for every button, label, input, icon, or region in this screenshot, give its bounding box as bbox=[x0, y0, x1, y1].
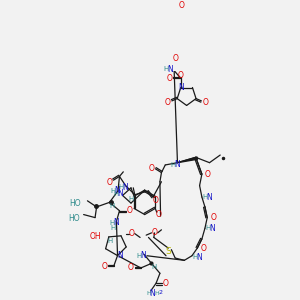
Text: O: O bbox=[128, 263, 134, 272]
Text: O: O bbox=[129, 229, 135, 238]
Text: H: H bbox=[118, 184, 124, 190]
Text: H: H bbox=[128, 196, 134, 202]
Text: N: N bbox=[114, 186, 120, 195]
Text: O: O bbox=[210, 213, 216, 222]
Text: N: N bbox=[149, 290, 155, 298]
Text: H: H bbox=[109, 203, 115, 209]
Text: H: H bbox=[202, 194, 208, 200]
Text: O: O bbox=[106, 178, 112, 187]
Text: H: H bbox=[109, 220, 115, 226]
Text: N: N bbox=[174, 160, 180, 169]
Text: N: N bbox=[122, 183, 128, 192]
Text: H: H bbox=[111, 224, 116, 230]
Text: 2: 2 bbox=[159, 290, 163, 295]
Text: H: H bbox=[114, 191, 119, 197]
Text: H: H bbox=[111, 188, 116, 194]
Text: O: O bbox=[152, 228, 158, 237]
Text: N: N bbox=[140, 251, 146, 260]
Text: H: H bbox=[164, 66, 169, 72]
Text: N: N bbox=[113, 218, 118, 227]
Text: O: O bbox=[172, 54, 178, 63]
Text: N: N bbox=[117, 190, 123, 199]
Text: O: O bbox=[167, 74, 172, 83]
Text: H: H bbox=[206, 225, 211, 231]
Text: N: N bbox=[206, 193, 211, 202]
Text: H: H bbox=[146, 291, 151, 296]
Text: O: O bbox=[102, 262, 107, 271]
Text: HO: HO bbox=[68, 214, 80, 223]
Text: N: N bbox=[178, 83, 184, 92]
Text: OH: OH bbox=[89, 232, 101, 242]
Text: O: O bbox=[163, 279, 169, 288]
Text: H: H bbox=[108, 238, 113, 244]
Text: O: O bbox=[178, 71, 184, 80]
Text: N: N bbox=[167, 65, 173, 74]
Text: H: H bbox=[151, 264, 156, 270]
Text: H: H bbox=[137, 253, 142, 259]
Polygon shape bbox=[178, 157, 198, 163]
Text: O: O bbox=[148, 164, 154, 173]
Text: O: O bbox=[127, 206, 132, 215]
Text: O: O bbox=[200, 244, 206, 253]
Text: O: O bbox=[178, 1, 184, 10]
Text: N: N bbox=[117, 251, 123, 260]
Text: H: H bbox=[154, 291, 159, 296]
Text: O: O bbox=[165, 98, 171, 107]
Text: O: O bbox=[152, 196, 158, 205]
Text: HO: HO bbox=[70, 199, 81, 208]
Text: O: O bbox=[156, 210, 162, 219]
Text: S: S bbox=[165, 248, 171, 256]
Text: H: H bbox=[170, 162, 175, 168]
Text: O: O bbox=[205, 169, 211, 178]
Text: O: O bbox=[202, 98, 208, 107]
Text: H: H bbox=[192, 254, 198, 260]
Text: N: N bbox=[209, 224, 215, 233]
Text: N: N bbox=[196, 253, 202, 262]
